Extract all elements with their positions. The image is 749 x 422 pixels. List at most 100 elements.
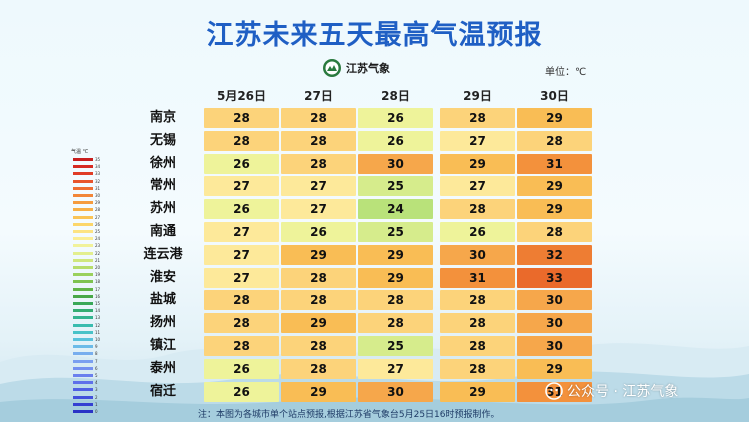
temperature-cell: 30: [440, 245, 515, 265]
temperature-cell: 29: [517, 359, 592, 379]
city-label: 扬州: [149, 315, 176, 330]
footnote: 注：本图为各城市单个站点预报,根据江苏省气象台5月25日16时预报制作。: [198, 410, 500, 420]
date-header: 28日: [381, 89, 410, 103]
temperature-cell: 27: [204, 245, 279, 265]
legend-entry: 20: [71, 265, 105, 270]
temperature-cell: 30: [517, 313, 592, 333]
temperature-cell: 29: [517, 108, 592, 128]
legend-swatch: [73, 302, 93, 305]
legend-swatch: [73, 201, 93, 205]
wechat-icon: [545, 382, 563, 400]
temperature-legend: 气温 ℃ 35 34 33 32 31 30 29 28 27 26 25 24 23 22 21 20 19 1…: [71, 149, 105, 418]
legend-label: 31: [95, 185, 101, 191]
legend-swatch: [73, 258, 93, 262]
temperature-cell: 28: [358, 290, 433, 310]
temperature-cell: 26: [204, 359, 279, 379]
temperature-cell: 31: [440, 268, 515, 288]
watermark: 公众号 · 江苏气象: [545, 381, 678, 401]
city-label: 镇江: [149, 338, 176, 353]
legend-swatch: [73, 172, 93, 176]
temperature-cell: 26: [358, 131, 433, 151]
legend-entry: 21: [71, 258, 105, 263]
temperature-cell: 25: [358, 176, 433, 196]
temperature-cell: 29: [440, 382, 515, 402]
temperature-cell: 27: [358, 359, 433, 379]
legend-swatch: [73, 323, 93, 327]
date-header: 30日: [540, 89, 569, 103]
legend-entry: 33: [71, 171, 105, 176]
legend-swatch: [73, 222, 93, 226]
legend-label: 14: [95, 308, 101, 314]
legend-entry: 34: [71, 164, 105, 170]
legend-entry: 13: [71, 315, 105, 321]
temperature-cell: 27: [281, 176, 356, 196]
temperature-cell: 28: [281, 268, 356, 288]
legend-swatch: [73, 194, 93, 197]
temperature-cell: 30: [358, 382, 433, 402]
legend-label: 30: [95, 193, 101, 198]
legend-label: 0: [95, 409, 98, 414]
temperature-cell: 29: [281, 313, 356, 333]
legend-label: 20: [95, 265, 101, 270]
city-label: 宿迁: [149, 384, 176, 399]
legend-entry: 12: [71, 323, 105, 328]
legend-entry: 27: [71, 214, 105, 220]
legend-entry: 10: [71, 337, 105, 342]
legend-swatch: [73, 381, 93, 385]
temperature-cell: 28: [204, 290, 279, 310]
legend-swatch: [73, 309, 93, 313]
legend-swatch: [73, 338, 93, 341]
temperature-cell: 28: [440, 108, 515, 128]
temperature-cell: 24: [358, 199, 433, 219]
temperature-cell: 31: [517, 382, 592, 402]
date-header: 5月26日: [216, 89, 267, 103]
legend-entry: 28: [71, 207, 105, 212]
temperature-cell: 28: [358, 313, 433, 333]
temperature-cell: 27: [281, 199, 356, 219]
legend-entry: 24: [71, 236, 105, 242]
temperature-cell: 28: [440, 290, 515, 310]
temperature-cell: 29: [281, 382, 356, 402]
legend-entry: 19: [71, 272, 105, 277]
temperature-cell: 27: [204, 268, 279, 288]
logo: 江苏气象: [322, 58, 390, 78]
legend-label: 25: [95, 229, 101, 234]
temperature-cell: 28: [281, 154, 356, 174]
legend-swatch: [73, 266, 93, 269]
jiangsu-weather-logo-icon: [323, 59, 341, 77]
legend-entry: 7: [71, 359, 105, 364]
legend-entry: 3: [71, 387, 105, 392]
temperature-cell: 28: [517, 131, 592, 151]
legend-entry: 16: [71, 294, 105, 299]
legend-label: 35: [95, 157, 101, 162]
legend-label: 8: [95, 351, 98, 357]
temperature-cell: 25: [358, 222, 433, 242]
legend-label: 22: [95, 250, 101, 256]
legend-entry: 9: [71, 344, 105, 349]
legend-swatch: [73, 366, 93, 370]
temperature-cell: 27: [440, 131, 515, 151]
legend-entry: 31: [71, 185, 105, 191]
legend-entry: 30: [71, 193, 105, 198]
legend-label: 13: [95, 315, 101, 321]
temperature-cell: 26: [204, 382, 279, 402]
city-label: 淮安: [149, 270, 176, 285]
legend-swatch: [73, 410, 93, 413]
legend-label: 27: [95, 214, 101, 220]
page-title: 江苏未来五天最高气温预报: [206, 20, 543, 51]
legend-label: 24: [95, 236, 101, 242]
legend-label: 34: [95, 164, 101, 170]
legend-swatch: [73, 244, 93, 248]
temperature-cell: 28: [440, 313, 515, 333]
legend-swatch: [73, 237, 93, 241]
temperature-cell: 26: [204, 154, 279, 174]
temperature-cell: 32: [517, 245, 592, 265]
legend-swatch: [73, 402, 93, 406]
legend-swatch: [73, 280, 93, 284]
legend-entry: 11: [71, 330, 105, 335]
city-label: 泰州: [149, 361, 176, 376]
legend-entry: 2: [71, 395, 105, 400]
legend-entry: 4: [71, 380, 105, 385]
temperature-cell: 28: [204, 313, 279, 333]
temperature-cell: 28: [440, 359, 515, 379]
